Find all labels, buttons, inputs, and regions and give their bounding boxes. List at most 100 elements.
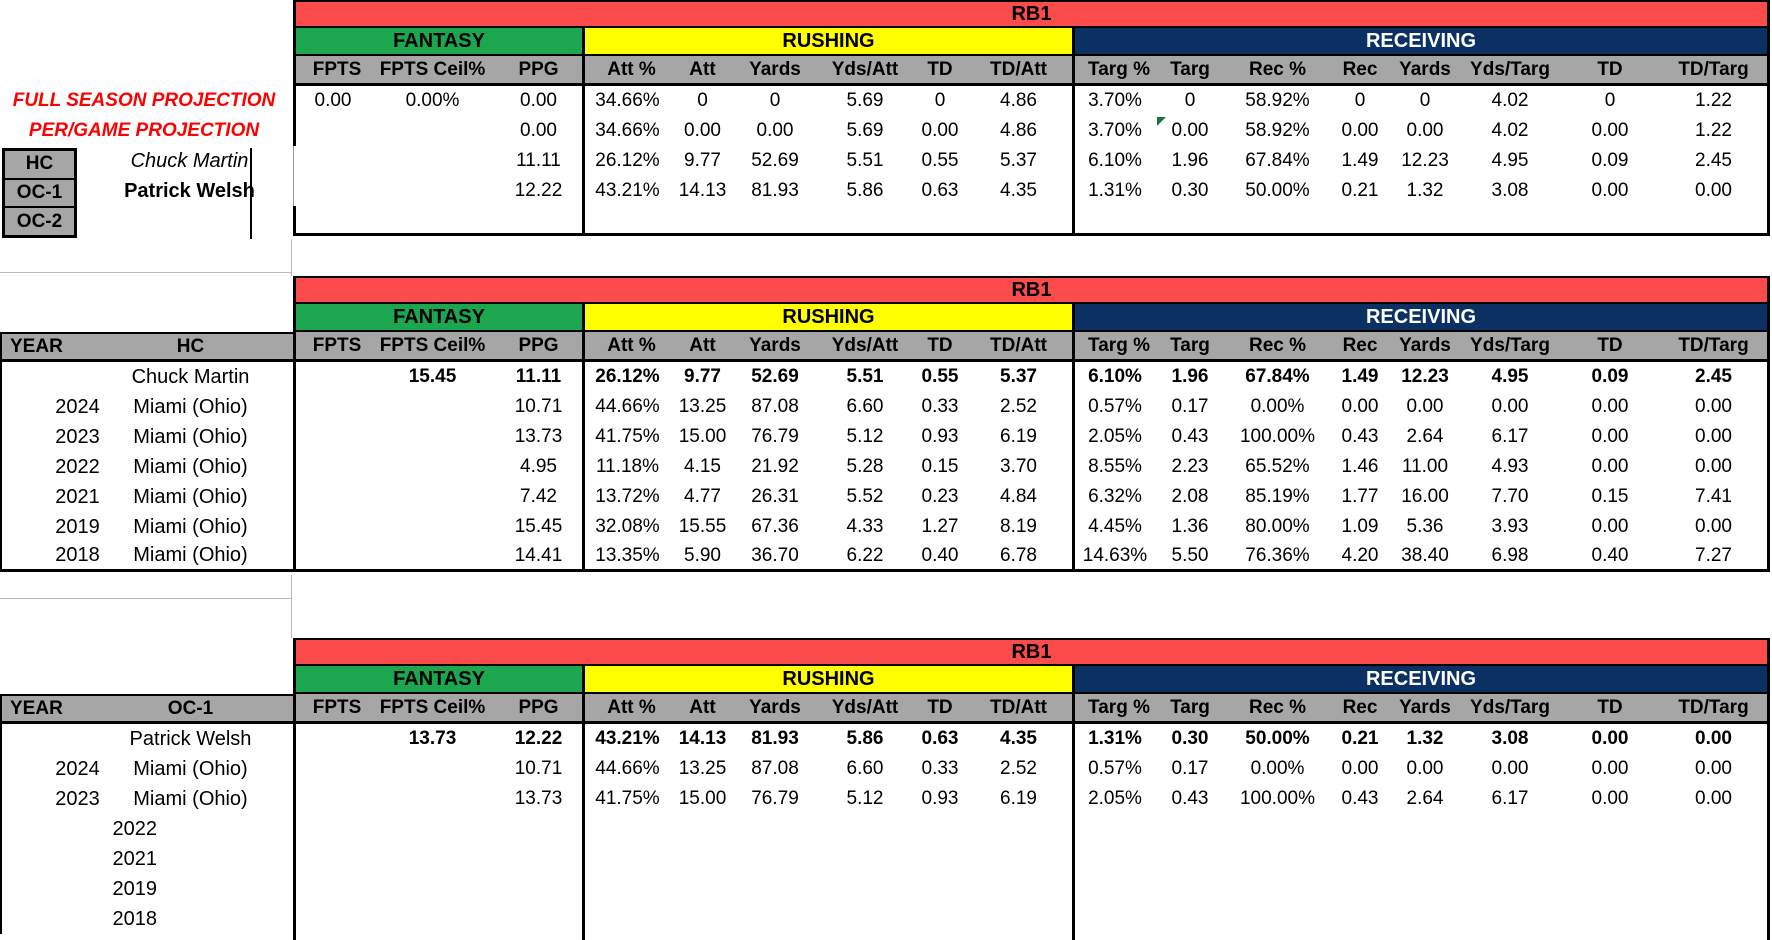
stat-cell-att-4[interactable]: 4.15	[684, 456, 721, 477]
stat-cell-td-7[interactable]	[915, 206, 965, 236]
stat-cell-yards-5[interactable]	[735, 904, 815, 934]
stat-cell-td-15[interactable]	[1560, 904, 1660, 934]
stat-cell-yards-5[interactable]: 87.08	[751, 758, 799, 779]
stat-cell-yards-5[interactable]: 0.00	[756, 120, 794, 141]
stat-cell-fpts-0[interactable]	[293, 116, 370, 146]
stat-cell-att-3[interactable]: 43.21%	[582, 724, 670, 754]
stat-cell-td-7[interactable]: 0.15	[921, 456, 959, 477]
stat-cell-td-att-8[interactable]: 4.86	[1000, 120, 1037, 141]
col-header-yds-att-6[interactable]: Yds/Att	[815, 332, 915, 362]
role-cell-oc1[interactable]: OC-1	[5, 180, 74, 209]
col-header-att-4[interactable]: Att	[670, 56, 735, 86]
stat-cell-yards-5[interactable]: 81.93	[751, 728, 799, 749]
stat-cell-yards-5[interactable]: 76.79	[751, 426, 799, 447]
col-header-fpts-ceil-1[interactable]: FPTS Ceil%	[370, 332, 495, 362]
stat-cell-td-att-8[interactable]: 8.19	[1000, 516, 1037, 537]
stat-cell-rec-12[interactable]: 1.09	[1341, 516, 1379, 537]
stat-cell-td-15[interactable]	[1560, 814, 1660, 844]
stat-cell-att-3[interactable]: 26.12%	[582, 362, 670, 392]
stat-cell-yards-5[interactable]	[735, 814, 815, 844]
stat-cell-rec-11[interactable]: 67.84%	[1245, 150, 1310, 171]
col-header-td-targ-16[interactable]: TD/Targ	[1660, 332, 1770, 362]
stat-cell-att-3[interactable]: 11.18%	[582, 452, 670, 482]
stat-cell-fpts-0[interactable]: 0.00	[293, 86, 370, 116]
stat-cell-yds-att-6[interactable]: 5.52	[846, 486, 884, 507]
stat-cell-ppg-2[interactable]: 0.00	[520, 90, 557, 111]
row-label-cell[interactable]: 2022 Miami (Ohio)	[0, 452, 293, 482]
stat-cell-ppg-2[interactable]: 13.73	[514, 788, 563, 809]
col-header-td-7[interactable]: TD	[915, 694, 965, 724]
stat-cell-yds-targ-14[interactable]: 4.95	[1491, 366, 1529, 387]
stat-cell-yards-5[interactable]	[735, 874, 815, 904]
stat-cell-yards-13[interactable]: 0.00	[1406, 120, 1444, 141]
stat-cell-rec-11[interactable]: 58.92%	[1245, 90, 1310, 111]
stat-cell-td-targ-16[interactable]: 0.00	[1660, 754, 1770, 784]
stat-cell-td-att-8[interactable]: 4.35	[1000, 180, 1037, 201]
col-header-rec-11[interactable]: Rec %	[1225, 56, 1330, 86]
stat-cell-yards-13[interactable]: 2.64	[1406, 426, 1444, 447]
stat-cell-fpts-ceil-1[interactable]	[370, 904, 495, 934]
col-header-yds-targ-14[interactable]: Yds/Targ	[1460, 56, 1560, 86]
stat-cell-targ-10[interactable]: 0.30	[1171, 728, 1209, 749]
stat-cell-yards-5[interactable]: 26.31	[751, 486, 799, 507]
stat-cell-td-targ-16[interactable]	[1660, 904, 1770, 934]
stat-cell-td-targ-16[interactable]	[1660, 814, 1770, 844]
stat-cell-td-15[interactable]	[1560, 844, 1660, 874]
stat-cell-yds-targ-14[interactable]: 3.08	[1491, 180, 1529, 201]
fantasy-section-header[interactable]: FANTASY	[293, 304, 582, 332]
stat-cell-fpts-ceil-1[interactable]	[370, 542, 495, 572]
stat-cell-att-3[interactable]: 43.21%	[582, 176, 670, 206]
stat-cell-targ-10[interactable]: 2.08	[1171, 486, 1209, 507]
stat-cell-td-att-8[interactable]	[965, 844, 1072, 874]
stat-cell-yds-att-6[interactable]: 6.60	[846, 396, 884, 417]
stat-cell-att-4[interactable]: 9.77	[684, 150, 721, 171]
stat-cell-targ-9[interactable]	[1072, 904, 1155, 934]
stat-cell-td-targ-16[interactable]: 1.22	[1660, 86, 1770, 116]
stat-cell-td-7[interactable]: 0.93	[921, 788, 959, 809]
stat-cell-yds-att-6[interactable]: 5.69	[846, 120, 884, 141]
stat-cell-fpts-ceil-1[interactable]: 13.73	[408, 728, 457, 749]
stat-cell-yards-13[interactable]: 12.23	[1401, 150, 1449, 171]
stat-cell-td-15[interactable]: 0.09	[1591, 366, 1629, 387]
stat-cell-fpts-ceil-1[interactable]	[370, 814, 495, 844]
stat-cell-rec-12[interactable]: 4.20	[1330, 542, 1390, 572]
stat-cell-td-targ-16[interactable]: 2.45	[1660, 362, 1770, 392]
stat-cell-rec-11[interactable]: 50.00%	[1245, 728, 1310, 749]
stat-cell-targ-10[interactable]: 1.96	[1171, 366, 1209, 387]
stat-cell-targ-10[interactable]	[1155, 874, 1225, 904]
stat-cell-td-att-8[interactable]: 4.86	[1000, 90, 1037, 111]
stat-cell-fpts-0[interactable]	[293, 146, 370, 176]
row-label-cell[interactable]: 2024 Miami (Ohio)	[0, 392, 293, 422]
stat-cell-targ-9[interactable]: 0.57%	[1072, 754, 1155, 784]
coach-name-cell[interactable]: Patrick Welsh	[124, 179, 255, 202]
stat-cell-att-4[interactable]	[670, 904, 735, 934]
stat-cell-td-targ-16[interactable]: 0.00	[1660, 784, 1770, 814]
stat-cell-att-3[interactable]: 34.66%	[582, 86, 670, 116]
receiving-section-header[interactable]: RECEIVING	[1072, 304, 1770, 332]
stat-cell-att-3[interactable]: 13.72%	[582, 482, 670, 512]
fantasy-section-header[interactable]: FANTASY	[293, 28, 582, 56]
fantasy-section-header[interactable]: FANTASY	[293, 666, 582, 694]
stat-cell-targ-9[interactable]: 3.70%	[1072, 86, 1155, 116]
stat-cell-targ-10[interactable]: 0.43	[1171, 426, 1209, 447]
row-label-cell[interactable]: 2021	[0, 844, 293, 874]
col-header-td-att-8[interactable]: TD/Att	[965, 332, 1072, 362]
col-header-att-3[interactable]: Att %	[582, 56, 670, 86]
stat-cell-yards-13[interactable]: 0	[1419, 90, 1431, 111]
stat-cell-yards-5[interactable]: 87.08	[751, 396, 799, 417]
stat-cell-td-15[interactable]: 0.15	[1591, 486, 1629, 507]
stat-cell-yds-att-6[interactable]	[815, 874, 915, 904]
stat-cell-td-15[interactable]: 0	[1604, 90, 1616, 111]
stat-cell-yds-targ-14[interactable]: 0.00	[1491, 396, 1529, 417]
stat-cell-fpts-ceil-1[interactable]	[370, 874, 495, 904]
stat-cell-rec-12[interactable]	[1330, 904, 1390, 934]
stat-cell-td-15[interactable]: 0.00	[1591, 728, 1629, 749]
col-header-rec-11[interactable]: Rec %	[1225, 332, 1330, 362]
stat-cell-rec-12[interactable]: 0.43	[1341, 426, 1379, 447]
receiving-section-header[interactable]: RECEIVING	[1072, 666, 1770, 694]
stat-cell-att-4[interactable]: 0	[697, 90, 708, 111]
stat-cell-ppg-2[interactable]: 13.73	[514, 426, 563, 447]
stat-cell-yards-13[interactable]: 12.23	[1401, 366, 1449, 387]
stat-cell-fpts-ceil-1[interactable]	[370, 452, 495, 482]
stat-cell-att-3[interactable]	[582, 206, 670, 236]
